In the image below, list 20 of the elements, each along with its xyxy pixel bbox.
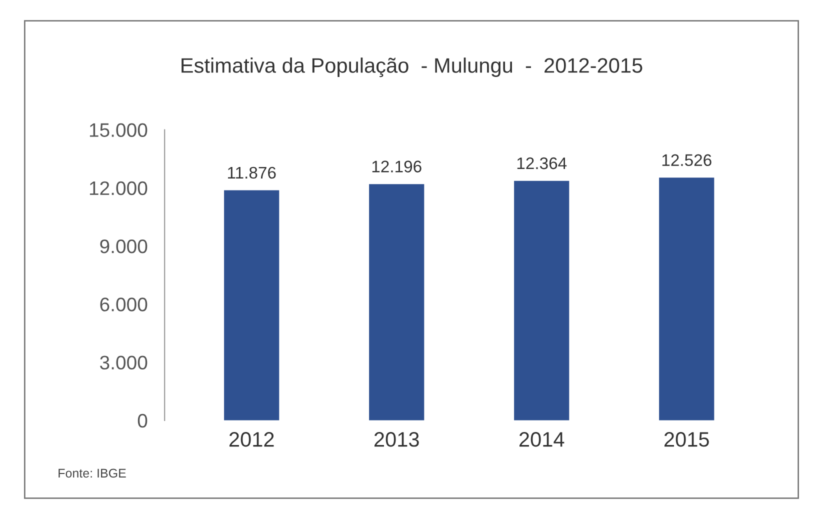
y-tick-label: 6.000 bbox=[100, 298, 148, 312]
y-tick-label: 0 bbox=[138, 414, 148, 428]
y-tick-label: 15.000 bbox=[90, 123, 148, 137]
data-label: 11.876 bbox=[228, 166, 276, 179]
x-tick-label: 2012 bbox=[229, 432, 274, 447]
bar bbox=[659, 178, 714, 420]
x-tick-label: 2013 bbox=[374, 432, 419, 447]
chart-title: Estimativa da População - Mulungu - 2012-2015 bbox=[182, 58, 642, 78]
data-label: 12.196 bbox=[372, 160, 422, 172]
bar bbox=[369, 184, 424, 420]
y-tick-label: 12.000 bbox=[90, 181, 148, 196]
data-label: 12.364 bbox=[517, 157, 567, 170]
y-tick-label: 9.000 bbox=[100, 239, 148, 254]
x-tick-label: 2015 bbox=[664, 432, 709, 447]
y-tick-label: 3.000 bbox=[100, 356, 148, 370]
bar bbox=[514, 180, 570, 420]
source-note: Fonte: IBGE bbox=[58, 468, 126, 478]
x-tick-label: 2014 bbox=[519, 432, 564, 447]
bar bbox=[224, 190, 280, 420]
data-label: 12.526 bbox=[662, 154, 712, 166]
